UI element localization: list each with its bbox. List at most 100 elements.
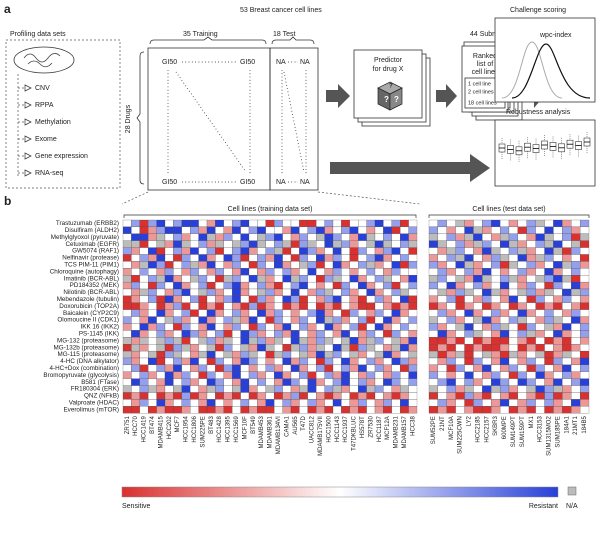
heat-cell [282,350,292,359]
heat-cell [265,295,275,303]
drug-label: 4-HC+Dox (combination) [50,365,119,372]
heat-cell [206,344,216,352]
heat-cell [341,330,350,338]
heat-cell [553,281,563,290]
heat-cell [215,357,224,366]
heat-cell [223,226,233,234]
heat-cell [535,295,545,303]
heat-cell [508,364,519,372]
heat-cell [164,406,174,414]
heat-cell [553,254,563,262]
heat-cell [307,219,317,228]
heat-cell [248,337,258,345]
heat-cell [181,226,191,234]
heat-cell [446,219,456,228]
heat-cell [526,385,536,393]
heat-cell [265,378,275,386]
heat-cell [215,378,224,386]
heat-cell [428,364,439,372]
heat-cell [526,330,536,338]
heat-cell [499,316,510,324]
heat-cell [499,385,510,393]
heat-cell [257,364,266,372]
heat-cell [240,350,250,359]
heat-cell [316,288,325,297]
heat-cell [455,350,465,359]
heat-cell [428,254,439,262]
heat-cell [257,316,266,324]
heat-cell [131,295,140,303]
heat-cell [499,357,510,366]
heat-cell [408,254,418,262]
heat-cell [164,219,174,228]
heat-cell [122,344,132,352]
heat-cell [374,233,384,241]
heat-cell [332,295,342,303]
drug-label: Everolimus (mTOR) [63,406,119,413]
heat-cell [491,261,501,269]
drug-label: 4-HC (DNA alkylator) [60,358,119,365]
heat-cell [173,378,182,386]
drug-label: Methylglyoxol (pyruvate) [51,234,119,241]
heat-cell [517,240,527,248]
heat-cell [232,330,241,338]
heat-cell [232,364,241,372]
heat-cell [408,392,418,400]
heat-cell [215,316,224,324]
heat-cell [156,330,166,338]
heat-cell [446,344,456,352]
heat-cell [562,247,572,255]
heat-cell [240,385,250,393]
heat-cell [139,233,149,241]
heat-cell [257,275,266,283]
heat-cell [316,371,325,379]
heat-cell [499,281,510,290]
heat-cell [553,399,563,407]
heat-cell [341,392,350,400]
cell-line-label: SUM185PE [555,416,561,447]
heat-cell [383,357,392,366]
heat-cell [299,350,308,359]
heat-cell [374,337,384,345]
heat-cell [571,316,581,324]
drug-label: IKK 16 (IKK2) [81,324,120,331]
heat-cell [366,392,376,400]
heat-cell [391,281,401,290]
heat-cell [473,392,483,400]
heat-cell [391,399,401,407]
heat-cell [391,226,401,234]
drug-label: Olomoucine II (CDK1) [57,317,119,324]
heat-cell [491,316,501,324]
heat-cell [464,378,474,386]
heat-cell [508,350,519,359]
heat-cell [391,295,401,303]
heat-cell [148,371,157,379]
heat-cell [526,309,536,317]
heat-cell [190,323,199,331]
heat-cell [408,406,418,414]
heat-cell [156,247,166,255]
heat-cell [446,288,456,297]
heat-cell [491,219,501,228]
heat-cell [223,309,233,317]
heat-cell [324,281,334,290]
heat-cell [265,364,275,372]
heat-cell [223,295,233,303]
heat-cell [571,392,581,400]
heat-cell [265,330,275,338]
heat-cell [265,268,275,276]
heat-cell [579,406,590,414]
heat-cell [544,288,554,297]
heat-cell [562,233,572,241]
heat-cell [139,337,149,345]
heat-cell [139,309,149,317]
heat-cell [156,337,166,345]
heat-cell [148,385,157,393]
heat-cell [366,330,376,338]
heat-cell [464,219,474,228]
heat-cell [206,281,216,290]
heat-cell [366,399,376,407]
na: NA [300,179,310,186]
heat-cell [383,261,392,269]
heat-cell [517,316,527,324]
